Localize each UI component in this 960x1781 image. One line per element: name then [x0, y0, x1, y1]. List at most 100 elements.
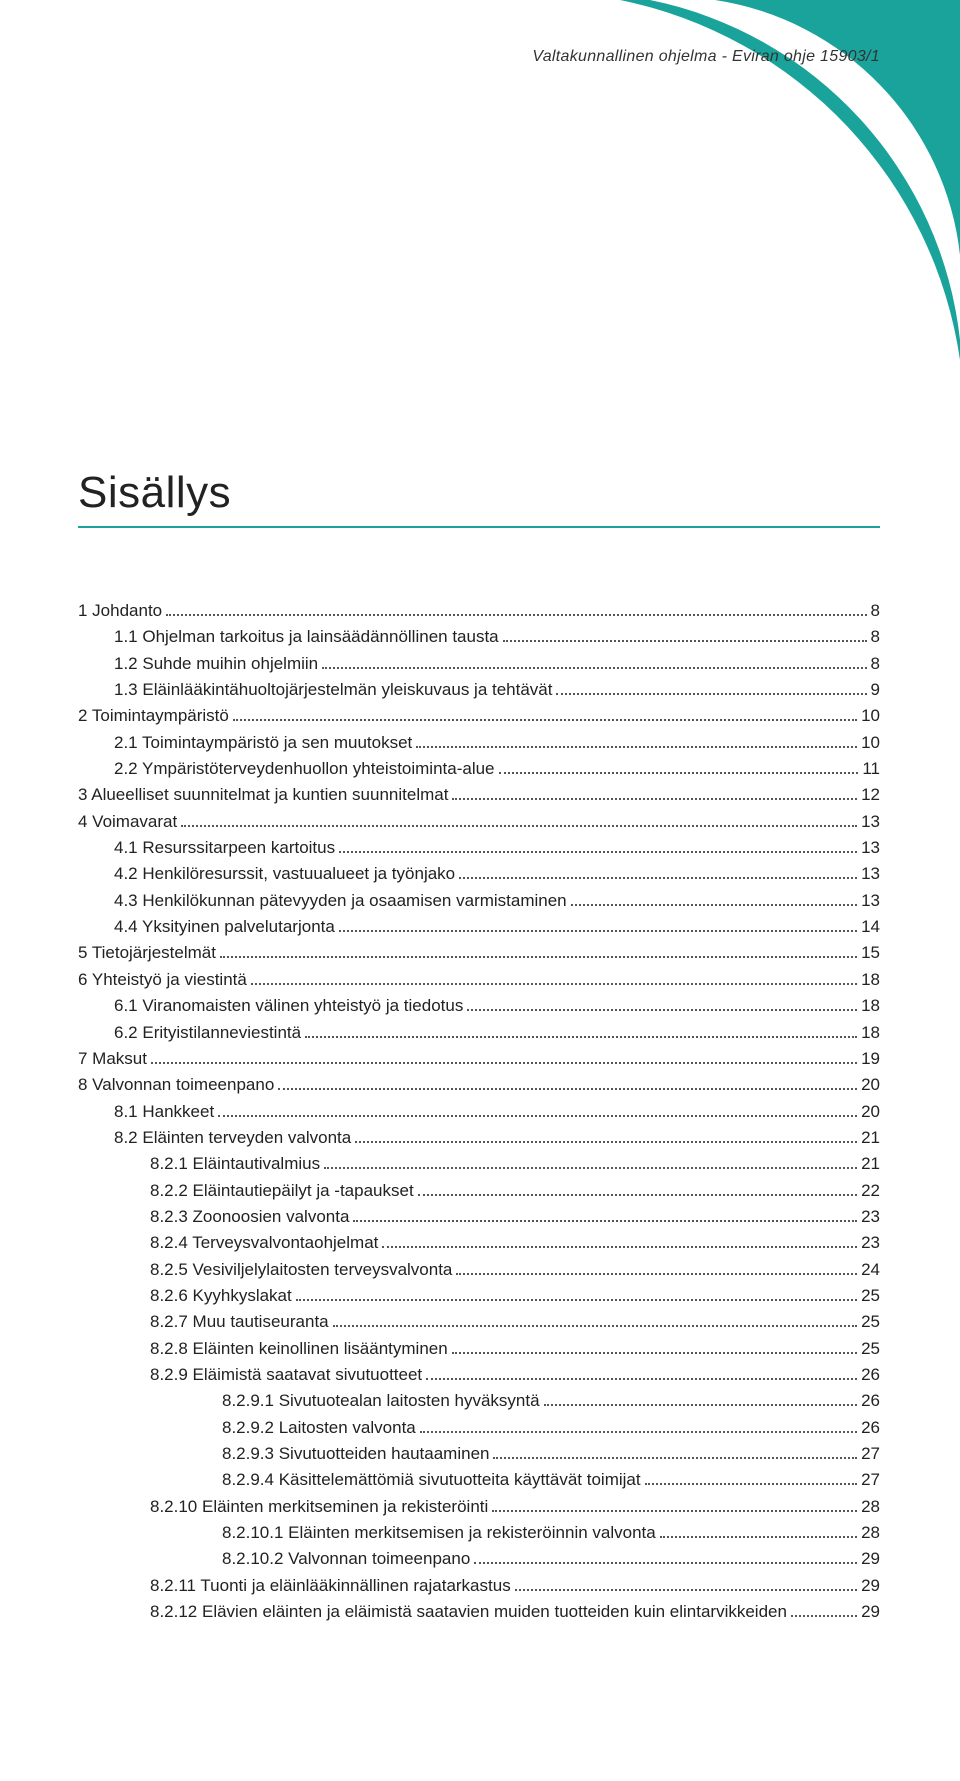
toc-page-number: 10 [861, 730, 880, 756]
toc-row: 8.2.10 Eläinten merkitseminen ja rekiste… [78, 1494, 880, 1520]
toc-label: 6.1 Viranomaisten välinen yhteistyö ja t… [114, 993, 463, 1019]
toc-page-number: 18 [861, 967, 880, 993]
toc-label: 8.2.5 Vesiviljelylaitosten terveysvalvon… [150, 1257, 452, 1283]
toc-row: 8.2.8 Eläinten keinollinen lisääntyminen… [78, 1336, 880, 1362]
toc-label: 8.2.6 Kyyhkyslakat [150, 1283, 292, 1309]
toc-row: 4.3 Henkilökunnan pätevyyden ja osaamise… [78, 888, 880, 914]
toc-row: 8 Valvonnan toimeenpano20 [78, 1072, 880, 1098]
toc-label: 8.2.12 Elävien eläinten ja eläimistä saa… [150, 1599, 787, 1625]
toc-row: 5 Tietojärjestelmät 15 [78, 940, 880, 966]
toc-row: 8.2.11 Tuonti ja eläinlääkinnällinen raj… [78, 1573, 880, 1599]
toc-label: 8.2.10 Eläinten merkitseminen ja rekiste… [150, 1494, 488, 1520]
page-header-text: Valtakunnallinen ohjelma - Eviran ohje 1… [532, 48, 880, 66]
toc-leader-dots [322, 667, 866, 669]
toc-label: 8.2.9.2 Laitosten valvonta [222, 1415, 416, 1441]
toc-leader-dots [544, 1404, 858, 1406]
toc-label: 2 Toimintaympäristö [78, 703, 229, 729]
toc-page-number: 29 [861, 1546, 880, 1572]
toc-leader-dots [556, 693, 866, 695]
toc-page-number: 26 [861, 1362, 880, 1388]
toc-label: 8.2.3 Zoonoosien valvonta [150, 1204, 349, 1230]
toc-label: 2.2 Ympäristöterveydenhuollon yhteistoim… [114, 756, 495, 782]
toc-row: 8.2.9.4 Käsittelemättömiä sivutuotteita … [78, 1467, 880, 1493]
toc-page-number: 25 [861, 1336, 880, 1362]
toc-label: 8.2.9 Eläimistä saatavat sivutuotteet [150, 1362, 422, 1388]
toc-page-number: 11 [862, 756, 880, 782]
toc-page-number: 29 [861, 1599, 880, 1625]
toc-page-number: 26 [861, 1388, 880, 1414]
toc-page-number: 8 [871, 624, 880, 650]
toc-row: 6 Yhteistyö ja viestintä18 [78, 967, 880, 993]
toc-leader-dots [499, 772, 859, 774]
toc-leader-dots [296, 1299, 857, 1301]
toc-row: 8.2.12 Elävien eläinten ja eläimistä saa… [78, 1599, 880, 1625]
toc-leader-dots [181, 825, 857, 827]
toc-page-number: 13 [861, 888, 880, 914]
toc-leader-dots [456, 1273, 857, 1275]
toc-page-number: 8 [871, 598, 880, 624]
toc-row: 6.2 Erityistilanneviestintä18 [78, 1020, 880, 1046]
toc-leader-dots [660, 1536, 857, 1538]
toc-row: 3 Alueelliset suunnitelmat ja kuntien su… [78, 782, 880, 808]
toc-page-number: 13 [861, 835, 880, 861]
toc-page-number: 25 [861, 1283, 880, 1309]
toc-page-number: 26 [861, 1415, 880, 1441]
toc-page-number: 21 [861, 1151, 880, 1177]
toc-row: 8.2.9 Eläimistä saatavat sivutuotteet 26 [78, 1362, 880, 1388]
toc-page-number: 12 [861, 782, 880, 808]
toc-leader-dots [339, 851, 857, 853]
toc-label: 8.2.10.2 Valvonnan toimeenpano [222, 1546, 470, 1572]
toc-leader-dots [645, 1483, 857, 1485]
toc-row: 8.2.3 Zoonoosien valvonta23 [78, 1204, 880, 1230]
title-block: Sisällys [78, 468, 880, 528]
toc-leader-dots [493, 1457, 857, 1459]
toc-leader-dots [233, 719, 857, 721]
title-underline [78, 526, 880, 528]
toc-leader-dots [452, 1352, 857, 1354]
toc-leader-dots [459, 877, 857, 879]
toc-page-number: 9 [871, 677, 880, 703]
toc-row: 8.2.7 Muu tautiseuranta25 [78, 1309, 880, 1335]
toc-label: 1 Johdanto [78, 598, 162, 624]
toc-row: 4 Voimavarat13 [78, 809, 880, 835]
toc-leader-dots [251, 983, 857, 985]
toc-page-number: 13 [861, 809, 880, 835]
toc-label: 8.2.2 Eläintautiepäilyt ja -tapaukset [150, 1178, 414, 1204]
toc-page-number: 21 [861, 1125, 880, 1151]
toc-page-number: 15 [861, 940, 880, 966]
toc-page-number: 29 [861, 1573, 880, 1599]
toc-page-number: 27 [861, 1441, 880, 1467]
toc-row: 4.4 Yksityinen palvelutarjonta 14 [78, 914, 880, 940]
toc-page-number: 13 [861, 861, 880, 887]
toc-label: 4.1 Resurssitarpeen kartoitus [114, 835, 335, 861]
toc-page-number: 22 [861, 1178, 880, 1204]
toc-label: 4.2 Henkilöresurssit, vastuualueet ja ty… [114, 861, 455, 887]
toc-leader-dots [467, 1009, 857, 1011]
toc-page-number: 20 [861, 1099, 880, 1125]
toc-label: 7 Maksut [78, 1046, 147, 1072]
toc-leader-dots [474, 1562, 857, 1564]
toc-row: 2.2 Ympäristöterveydenhuollon yhteistoim… [78, 756, 880, 782]
toc-label: 8.1 Hankkeet [114, 1099, 214, 1125]
toc-page-number: 14 [861, 914, 880, 940]
toc-leader-dots [166, 614, 866, 616]
toc-row: 8.2.1 Eläintautivalmius21 [78, 1151, 880, 1177]
toc-row: 8.2.9.1 Sivutuotealan laitosten hyväksyn… [78, 1388, 880, 1414]
toc-page-number: 28 [861, 1494, 880, 1520]
toc-label: 3 Alueelliset suunnitelmat ja kuntien su… [78, 782, 448, 808]
toc-label: 5 Tietojärjestelmät [78, 940, 216, 966]
toc-leader-dots [324, 1167, 857, 1169]
toc-label: 4.4 Yksityinen palvelutarjonta [114, 914, 335, 940]
toc-row: 1.3 Eläinlääkintähuoltojärjestelmän ylei… [78, 677, 880, 703]
toc-leader-dots [353, 1220, 857, 1222]
toc-leader-dots [220, 956, 857, 958]
toc-row: 8.2.9.3 Sivutuotteiden hautaaminen27 [78, 1441, 880, 1467]
toc-label: 8.2.4 Terveysvalvontaohjelmat [150, 1230, 378, 1256]
toc-page-number: 8 [871, 651, 880, 677]
toc-page-number: 20 [861, 1072, 880, 1098]
toc-row: 4.2 Henkilöresurssit, vastuualueet ja ty… [78, 861, 880, 887]
toc-leader-dots [218, 1115, 857, 1117]
toc-label: 8.2.11 Tuonti ja eläinlääkinnällinen raj… [150, 1573, 511, 1599]
toc-row: 2.1 Toimintaympäristö ja sen muutokset10 [78, 730, 880, 756]
toc-row: 8.2.10.1 Eläinten merkitsemisen ja rekis… [78, 1520, 880, 1546]
